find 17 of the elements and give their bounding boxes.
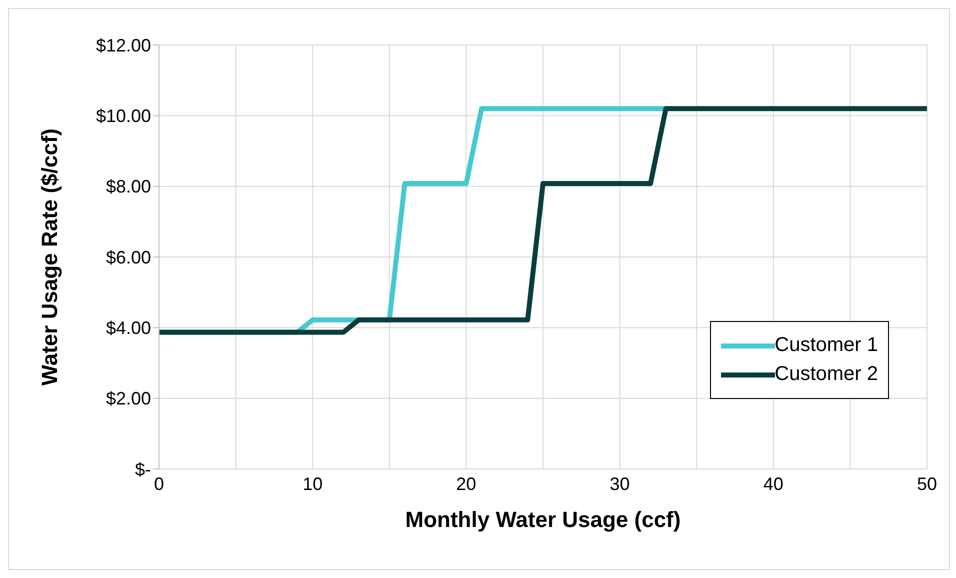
x-tick-label: 40 bbox=[763, 474, 784, 494]
y-tick-label: $2.00 bbox=[106, 388, 151, 409]
x-tick-label: 50 bbox=[916, 474, 938, 494]
legend-label: Customer 2 bbox=[774, 363, 878, 386]
legend-label: Customer 1 bbox=[774, 334, 878, 357]
y-tick-label: $10.00 bbox=[96, 106, 151, 126]
x-tick-label: 10 bbox=[302, 474, 323, 494]
y-tick-label: $6.00 bbox=[106, 247, 151, 268]
y-axis-title: Water Usage Rate ($/ccf) bbox=[36, 128, 62, 386]
y-tick-label: $12.00 bbox=[96, 35, 151, 56]
x-tick-label: 0 bbox=[154, 474, 164, 494]
x-tick-label: 30 bbox=[610, 474, 630, 494]
x-tick-label: 20 bbox=[456, 474, 476, 494]
y-tick-label: $- bbox=[134, 459, 151, 480]
x-axis-title: Monthly Water Usage (ccf) bbox=[405, 507, 681, 532]
y-tick-label: $8.00 bbox=[106, 176, 151, 197]
y-tick-label: $4.00 bbox=[106, 318, 151, 338]
